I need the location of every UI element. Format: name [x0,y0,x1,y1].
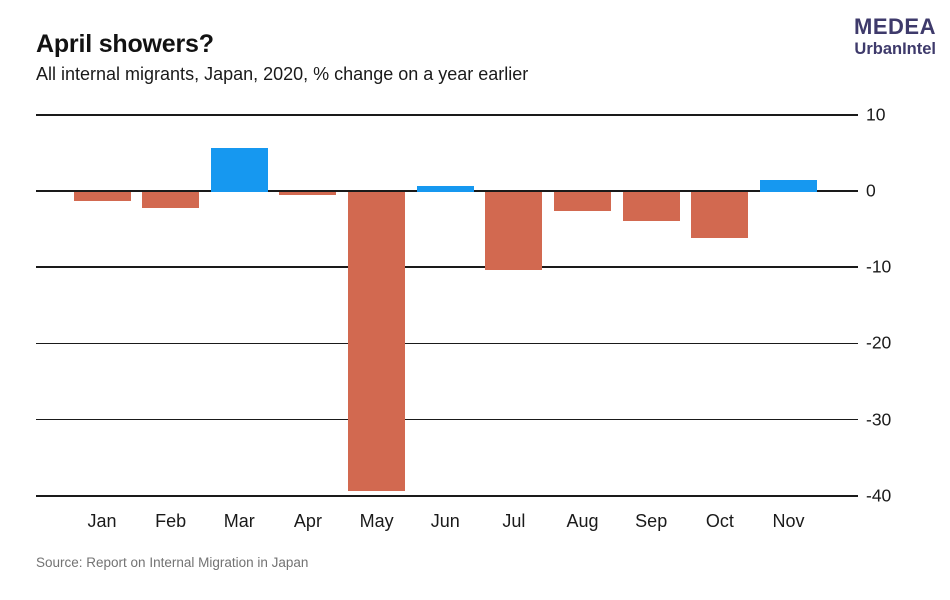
y-tick-label: -10 [866,256,892,277]
bar-mar [210,147,268,192]
bar-jun [416,186,474,192]
y-tick-label: -20 [866,332,892,353]
x-tick-label-apr: Apr [293,511,322,531]
bar-aug [554,191,612,212]
x-tick-label-oct: Oct [705,511,734,531]
logo: MEDEA UrbanIntel [854,16,936,58]
x-tick-label-jun: Jun [430,511,460,531]
x-tick-label-mar: Mar [223,511,255,531]
bar-nov [760,179,817,192]
chart-subtitle: All internal migrants, Japan, 2020, % ch… [36,64,529,84]
gridline-y--30 [36,418,858,421]
bar-jul [485,191,543,271]
bar-sep [622,191,680,222]
chart-title: April showers? [36,30,214,58]
y-tick-label: 10 [866,104,886,125]
gridline-y-10 [36,114,858,116]
bar-apr [279,191,337,195]
x-tick-label-feb: Feb [155,511,187,531]
bar-oct [691,191,749,239]
plot-area: 10 0 -10 -20 -30 -40 Jan Feb Mar Apr May Jun Jul Aug S… [36,104,891,531]
x-tick-label-aug: Aug [566,511,599,531]
y-tick-label: -40 [866,485,892,506]
x-tick-label-may: May [359,511,394,531]
bar-may [348,191,406,492]
bar-jan [73,191,131,201]
x-tick-label-nov: Nov [772,511,805,531]
x-tick-label-jul: Jul [502,511,526,531]
gridline-y--20 [36,342,858,345]
bar-feb [142,191,200,209]
gridline-y--40 [36,495,858,497]
logo-brand-text: MEDEA [854,14,936,39]
source-note: Source: Report on Internal Migration in … [36,555,309,570]
x-tick-label-sep: Sep [635,511,668,531]
y-tick-label: -30 [866,409,892,430]
y-tick-label: 0 [866,180,876,201]
x-tick-label-jan: Jan [87,511,117,531]
gridline-y--10 [36,266,858,268]
logo-sub-brand-text: UrbanIntel [854,40,936,58]
